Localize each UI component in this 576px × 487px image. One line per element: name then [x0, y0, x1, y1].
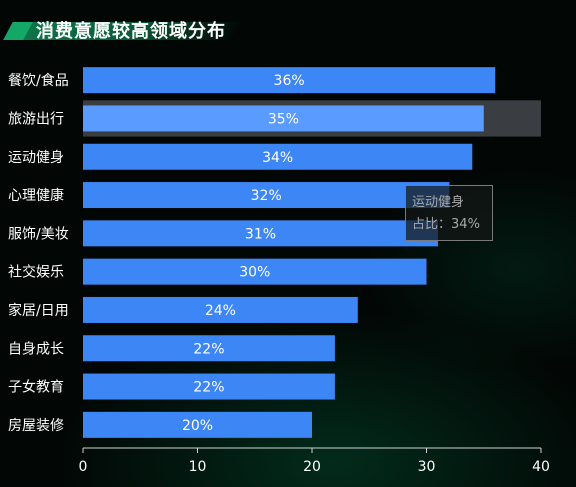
x-tick-label: 30	[418, 459, 436, 475]
bar-data-label: 24%	[205, 303, 236, 319]
bar-data-label: 34%	[262, 150, 293, 166]
bar-data-label: 22%	[193, 341, 224, 357]
bar-data-label: 36%	[274, 73, 305, 89]
bar-data-label: 32%	[251, 188, 282, 204]
bar-data-label: 31%	[245, 226, 276, 242]
bar	[83, 143, 473, 170]
x-tick-label: 0	[79, 459, 88, 475]
category-label: 社交娱乐	[8, 264, 64, 281]
tooltip-separator: ：	[438, 217, 452, 232]
category-label: 餐饮/食品	[8, 72, 69, 89]
category-label: 服饰/美妆	[8, 226, 69, 242]
category-label: 自身成长	[8, 341, 64, 357]
x-tick-label: 20	[303, 459, 321, 475]
category-label: 子女教育	[8, 379, 64, 396]
tooltip-label: 占比	[412, 217, 439, 232]
category-label: 心理健康	[8, 187, 64, 204]
bar	[83, 296, 358, 323]
category-label: 家居/日用	[8, 302, 69, 319]
bar-data-label: 22%	[193, 380, 224, 396]
bar-data-label: 30%	[239, 265, 270, 281]
bar	[83, 105, 484, 132]
bar	[83, 411, 312, 438]
chart-title: 消费意愿较高领域分布	[36, 21, 226, 42]
category-label: 运动健身	[8, 150, 64, 166]
bar	[83, 335, 335, 362]
bar-data-label: 20%	[182, 418, 213, 434]
tooltip-value: 34%	[451, 217, 480, 232]
category-label: 旅游出行	[8, 111, 64, 127]
bar	[83, 373, 335, 400]
bar-data-label: 35%	[268, 111, 299, 127]
bar	[83, 67, 496, 94]
bar	[83, 182, 450, 209]
category-label: 房屋装修	[8, 418, 64, 434]
tooltip-category: 运动健身	[412, 195, 465, 210]
bar	[83, 258, 427, 285]
x-tick-label: 10	[189, 459, 207, 475]
bar	[83, 220, 438, 247]
x-tick-label: 40	[532, 459, 550, 475]
chart-tooltip: 运动健身 占比：34%	[405, 185, 493, 241]
tooltip-value-line: 占比：34%	[412, 214, 492, 236]
